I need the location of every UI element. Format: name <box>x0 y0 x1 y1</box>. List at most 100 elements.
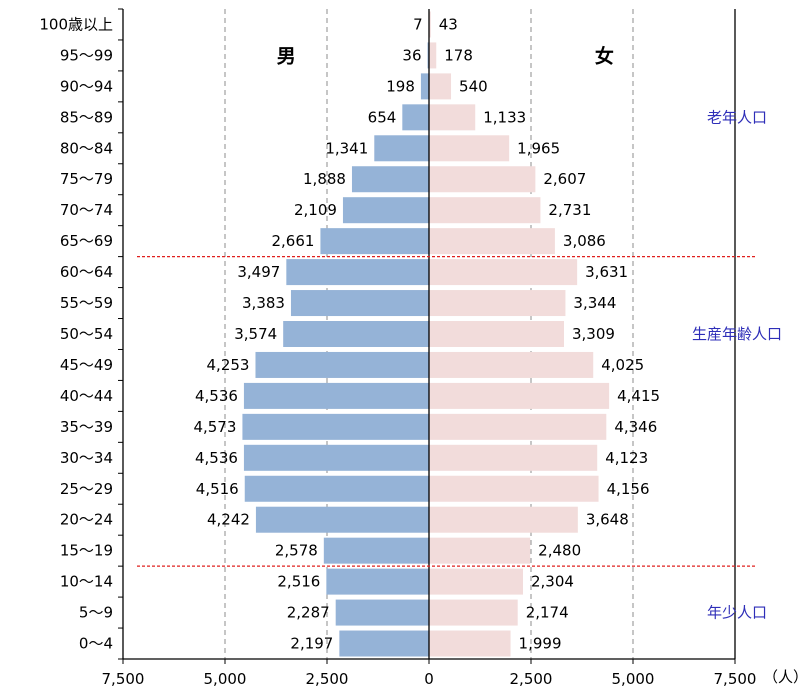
value-label-male-14: 4,536 <box>195 449 238 467</box>
bar-male-9 <box>290 290 429 317</box>
value-label-male-1: 36 <box>402 46 421 64</box>
bar-male-17 <box>323 537 429 564</box>
value-label-male-4: 1,341 <box>325 139 368 157</box>
age-label-10: 50〜54 <box>60 325 113 343</box>
value-label-female-10: 3,309 <box>572 325 615 343</box>
bar-female-11 <box>429 351 594 378</box>
x-tick-label-5: 5,000 <box>612 670 655 688</box>
value-label-female-5: 2,607 <box>543 170 586 188</box>
value-label-male-2: 198 <box>386 77 415 95</box>
value-label-male-17: 2,578 <box>275 542 318 560</box>
bar-male-5 <box>351 166 429 193</box>
x-tick-label-2: 2,500 <box>306 670 349 688</box>
x-tick-label-1: 5,000 <box>204 670 247 688</box>
age-label-19: 5〜9 <box>79 604 113 622</box>
value-label-female-12: 4,415 <box>617 387 660 405</box>
value-label-female-1: 178 <box>444 46 473 64</box>
bar-female-16 <box>429 506 578 533</box>
value-label-female-4: 1,965 <box>517 139 560 157</box>
x-tick-label-6: 7,500 <box>714 670 757 688</box>
bar-female-15 <box>429 475 599 502</box>
bar-female-12 <box>429 382 610 409</box>
bar-male-13 <box>242 413 429 440</box>
age-label-9: 55〜59 <box>60 294 113 312</box>
value-label-male-8: 3,497 <box>237 263 280 281</box>
bar-female-1 <box>429 42 437 69</box>
age-label-18: 10〜14 <box>60 573 113 591</box>
zone-label-2: 年少人口 <box>707 604 767 622</box>
age-label-20: 0〜4 <box>79 635 113 653</box>
value-label-female-19: 2,174 <box>526 604 569 622</box>
bar-female-20 <box>429 630 511 657</box>
value-label-female-6: 2,731 <box>548 201 591 219</box>
series-label-female: 女 <box>595 44 614 67</box>
value-label-female-9: 3,344 <box>573 294 616 312</box>
bar-female-5 <box>429 166 536 193</box>
bar-female-13 <box>429 413 607 440</box>
bar-male-19 <box>335 599 429 626</box>
value-label-male-16: 4,242 <box>207 511 250 529</box>
value-label-female-2: 540 <box>459 77 488 95</box>
value-label-male-18: 2,516 <box>277 573 320 591</box>
value-label-male-7: 2,661 <box>271 232 314 250</box>
age-label-7: 65〜69 <box>60 232 113 250</box>
value-label-female-16: 3,648 <box>586 511 629 529</box>
bar-male-14 <box>243 444 429 471</box>
x-unit-label: （人） <box>763 668 808 686</box>
age-label-14: 30〜34 <box>60 449 113 467</box>
value-label-female-17: 2,480 <box>538 542 581 560</box>
age-label-8: 60〜64 <box>60 263 113 281</box>
bar-female-4 <box>429 135 510 162</box>
age-label-2: 90〜94 <box>60 77 113 95</box>
bar-female-7 <box>429 228 555 255</box>
value-label-male-19: 2,287 <box>287 604 330 622</box>
bar-female-3 <box>429 104 476 131</box>
bar-male-6 <box>342 197 429 224</box>
value-label-female-13: 4,346 <box>614 418 657 436</box>
bar-female-9 <box>429 290 566 317</box>
age-label-3: 85〜89 <box>60 108 113 126</box>
age-label-6: 70〜74 <box>60 201 113 219</box>
bar-male-11 <box>255 351 429 378</box>
age-label-4: 80〜84 <box>60 139 113 157</box>
bar-female-0 <box>429 11 431 38</box>
value-label-male-12: 4,536 <box>195 387 238 405</box>
bar-male-2 <box>420 73 429 100</box>
value-label-female-3: 1,133 <box>483 108 526 126</box>
value-label-female-20: 1,999 <box>519 635 562 653</box>
value-label-male-3: 654 <box>368 108 397 126</box>
x-tick-label-0: 7,500 <box>102 670 145 688</box>
age-label-15: 25〜29 <box>60 480 113 498</box>
value-label-female-11: 4,025 <box>601 356 644 374</box>
age-label-1: 95〜99 <box>60 46 113 64</box>
value-label-female-8: 3,631 <box>585 263 628 281</box>
zone-label-0: 老年人口 <box>707 108 767 126</box>
value-label-male-10: 3,574 <box>234 325 277 343</box>
value-label-male-0: 7 <box>413 15 423 33</box>
bar-female-10 <box>429 321 565 347</box>
bar-male-3 <box>402 104 429 131</box>
value-label-female-15: 4,156 <box>607 480 650 498</box>
bar-male-8 <box>286 259 429 286</box>
bar-female-17 <box>429 537 531 564</box>
value-label-female-7: 3,086 <box>563 232 606 250</box>
value-label-female-18: 2,304 <box>531 573 574 591</box>
age-label-12: 40〜44 <box>60 387 113 405</box>
value-label-male-15: 4,516 <box>196 480 239 498</box>
series-label-male: 男 <box>277 45 296 67</box>
age-label-16: 20〜24 <box>60 511 113 529</box>
age-label-5: 75〜79 <box>60 170 113 188</box>
bar-female-6 <box>429 197 541 224</box>
bar-male-4 <box>374 135 429 162</box>
age-label-11: 45〜49 <box>60 356 113 374</box>
bar-male-15 <box>244 475 429 502</box>
value-label-male-5: 1,888 <box>303 170 346 188</box>
value-label-female-0: 43 <box>439 15 458 33</box>
value-label-male-6: 2,109 <box>294 201 337 219</box>
age-label-13: 35〜39 <box>60 418 113 436</box>
bar-male-10 <box>283 321 429 347</box>
value-label-male-11: 4,253 <box>207 356 250 374</box>
axes-layer <box>118 8 755 664</box>
bar-male-1 <box>427 42 429 69</box>
